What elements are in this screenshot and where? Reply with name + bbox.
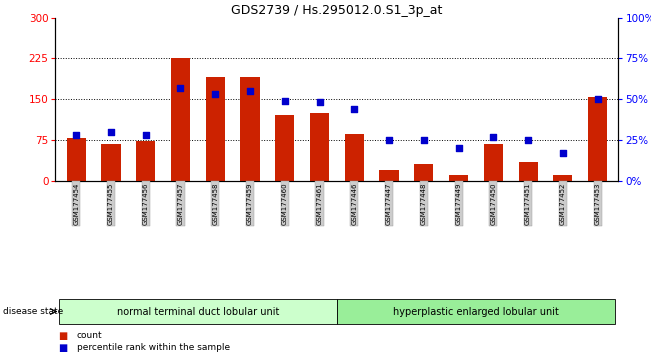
Point: [453, 145, 464, 151]
Bar: [136, 141, 156, 181]
Bar: [206, 78, 225, 181]
Text: normal terminal duct lobular unit: normal terminal duct lobular unit: [117, 307, 279, 316]
Text: hyperplastic enlarged lobular unit: hyperplastic enlarged lobular unit: [393, 307, 559, 316]
Bar: [588, 97, 607, 181]
Point: [71, 132, 81, 138]
Bar: [553, 175, 572, 181]
Bar: [171, 58, 190, 181]
Text: GSM177452: GSM177452: [560, 182, 566, 225]
Text: GSM177448: GSM177448: [421, 182, 427, 225]
Point: [384, 137, 395, 143]
Text: GSM177446: GSM177446: [352, 182, 357, 225]
Point: [175, 85, 186, 91]
Bar: [449, 175, 468, 181]
Point: [141, 132, 151, 138]
Point: [210, 91, 221, 97]
Text: GSM177447: GSM177447: [386, 182, 392, 225]
Text: GSM177449: GSM177449: [456, 182, 462, 225]
Text: GSM177453: GSM177453: [594, 182, 601, 225]
Point: [314, 99, 325, 105]
Text: GSM177461: GSM177461: [316, 182, 322, 225]
Text: GSM177454: GSM177454: [73, 182, 79, 225]
Point: [558, 150, 568, 156]
Bar: [66, 138, 86, 181]
Point: [419, 137, 429, 143]
Bar: [240, 78, 260, 181]
Point: [523, 137, 533, 143]
Point: [245, 88, 255, 94]
Point: [279, 98, 290, 104]
Point: [105, 129, 116, 135]
Text: GSM177458: GSM177458: [212, 182, 218, 225]
Text: GSM177451: GSM177451: [525, 182, 531, 225]
Text: ■: ■: [59, 343, 68, 353]
Title: GDS2739 / Hs.295012.0.S1_3p_at: GDS2739 / Hs.295012.0.S1_3p_at: [231, 4, 443, 17]
Bar: [518, 161, 538, 181]
Text: GSM177455: GSM177455: [108, 182, 114, 225]
Bar: [102, 144, 120, 181]
Text: ■: ■: [59, 331, 68, 341]
Bar: [275, 115, 294, 181]
Bar: [484, 144, 503, 181]
Text: disease state: disease state: [3, 307, 64, 316]
Point: [488, 134, 499, 139]
Text: percentile rank within the sample: percentile rank within the sample: [77, 343, 230, 352]
Text: GSM177459: GSM177459: [247, 182, 253, 225]
Bar: [310, 113, 329, 181]
Text: GSM177450: GSM177450: [490, 182, 496, 225]
Bar: [414, 164, 434, 181]
Text: count: count: [77, 331, 102, 340]
Text: GSM177457: GSM177457: [178, 182, 184, 225]
Bar: [345, 135, 364, 181]
Text: GSM177460: GSM177460: [282, 182, 288, 225]
Point: [349, 106, 359, 112]
Point: [592, 96, 603, 102]
Bar: [380, 170, 398, 181]
Text: GSM177456: GSM177456: [143, 182, 148, 225]
